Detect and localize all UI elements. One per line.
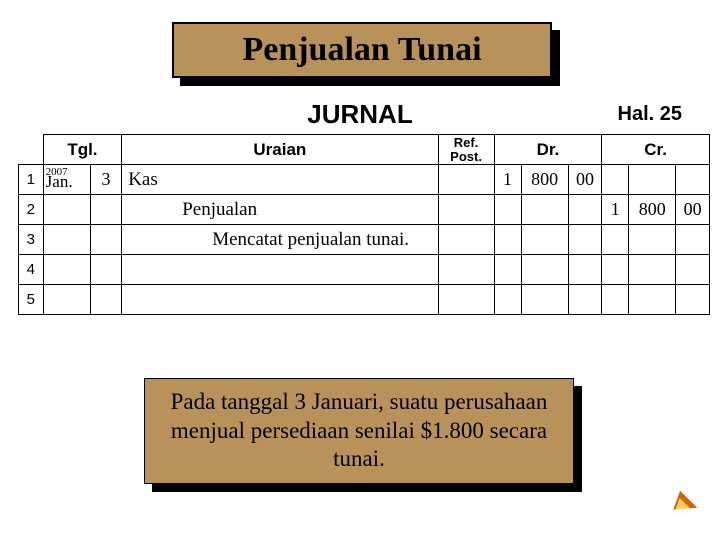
cell-cr2 xyxy=(629,165,676,195)
cell-cr3 xyxy=(676,165,710,195)
cell-ref xyxy=(438,165,494,195)
row-number: 1 xyxy=(19,165,44,195)
cell-date-month xyxy=(43,225,90,255)
journal-heading: JURNAL xyxy=(30,99,690,130)
cell-date-day: 3 xyxy=(90,165,121,195)
cell-cr1: 1 xyxy=(602,195,629,225)
arrow-icon xyxy=(673,491,701,517)
row-number: 3 xyxy=(19,225,44,255)
cell-desc: Mencatat penjualan tunai. xyxy=(122,225,438,255)
cell-dr3: 00 xyxy=(568,165,602,195)
page-label: Hal. 25 xyxy=(618,103,682,126)
cell-dr1 xyxy=(494,195,521,225)
title-text: Penjualan Tunai xyxy=(242,31,481,69)
journal-table: Tgl. Uraian Ref. Post. Dr. Cr. 1 2007 Ja… xyxy=(18,134,710,315)
cell-dr1 xyxy=(494,225,521,255)
cell-cr3 xyxy=(676,225,710,255)
table-header-row: Tgl. Uraian Ref. Post. Dr. Cr. xyxy=(19,135,710,165)
cell-date-month: 2007 Jan. xyxy=(43,165,90,195)
cell-dr3 xyxy=(568,195,602,225)
table-row: 3 Mencatat penjualan tunai. xyxy=(19,225,710,255)
cell-cr1 xyxy=(602,165,629,195)
header-tgl: Tgl. xyxy=(43,135,122,165)
table-row: 5 xyxy=(19,285,710,315)
title-box: Penjualan Tunai xyxy=(172,22,552,78)
cell-cr2 xyxy=(629,225,676,255)
cell-cr2: 800 xyxy=(629,195,676,225)
cell-dr2: 800 xyxy=(521,165,568,195)
cell-desc: Kas xyxy=(122,165,438,195)
row-number: 4 xyxy=(19,255,44,285)
journal-header-line: JURNAL Hal. 25 xyxy=(30,95,690,133)
cell-dr1: 1 xyxy=(494,165,521,195)
row-number: 2 xyxy=(19,195,44,225)
header-dr: Dr. xyxy=(494,135,602,165)
note-box: Pada tanggal 3 Januari, suatu perusahaan… xyxy=(144,378,574,484)
header-uraian: Uraian xyxy=(122,135,438,165)
cell-dr2 xyxy=(521,225,568,255)
cell-ref xyxy=(438,195,494,225)
cell-cr1 xyxy=(602,225,629,255)
row-number: 5 xyxy=(19,285,44,315)
note-text: Pada tanggal 3 Januari, suatu perusahaan… xyxy=(161,388,557,474)
cell-date-day xyxy=(90,225,121,255)
cell-dr2 xyxy=(521,195,568,225)
table-row: 4 xyxy=(19,255,710,285)
cell-date-day xyxy=(90,195,121,225)
table-row: 2 Penjualan 1 800 00 xyxy=(19,195,710,225)
table-row: 1 2007 Jan. 3 Kas 1 800 00 xyxy=(19,165,710,195)
header-ref: Ref. Post. xyxy=(438,135,494,165)
cell-dr3 xyxy=(568,225,602,255)
cell-desc: Penjualan xyxy=(122,195,438,225)
cell-ref xyxy=(438,225,494,255)
month-label: Jan. xyxy=(46,172,73,192)
cell-cr3: 00 xyxy=(676,195,710,225)
header-cr: Cr. xyxy=(602,135,710,165)
cell-date-month xyxy=(43,195,90,225)
